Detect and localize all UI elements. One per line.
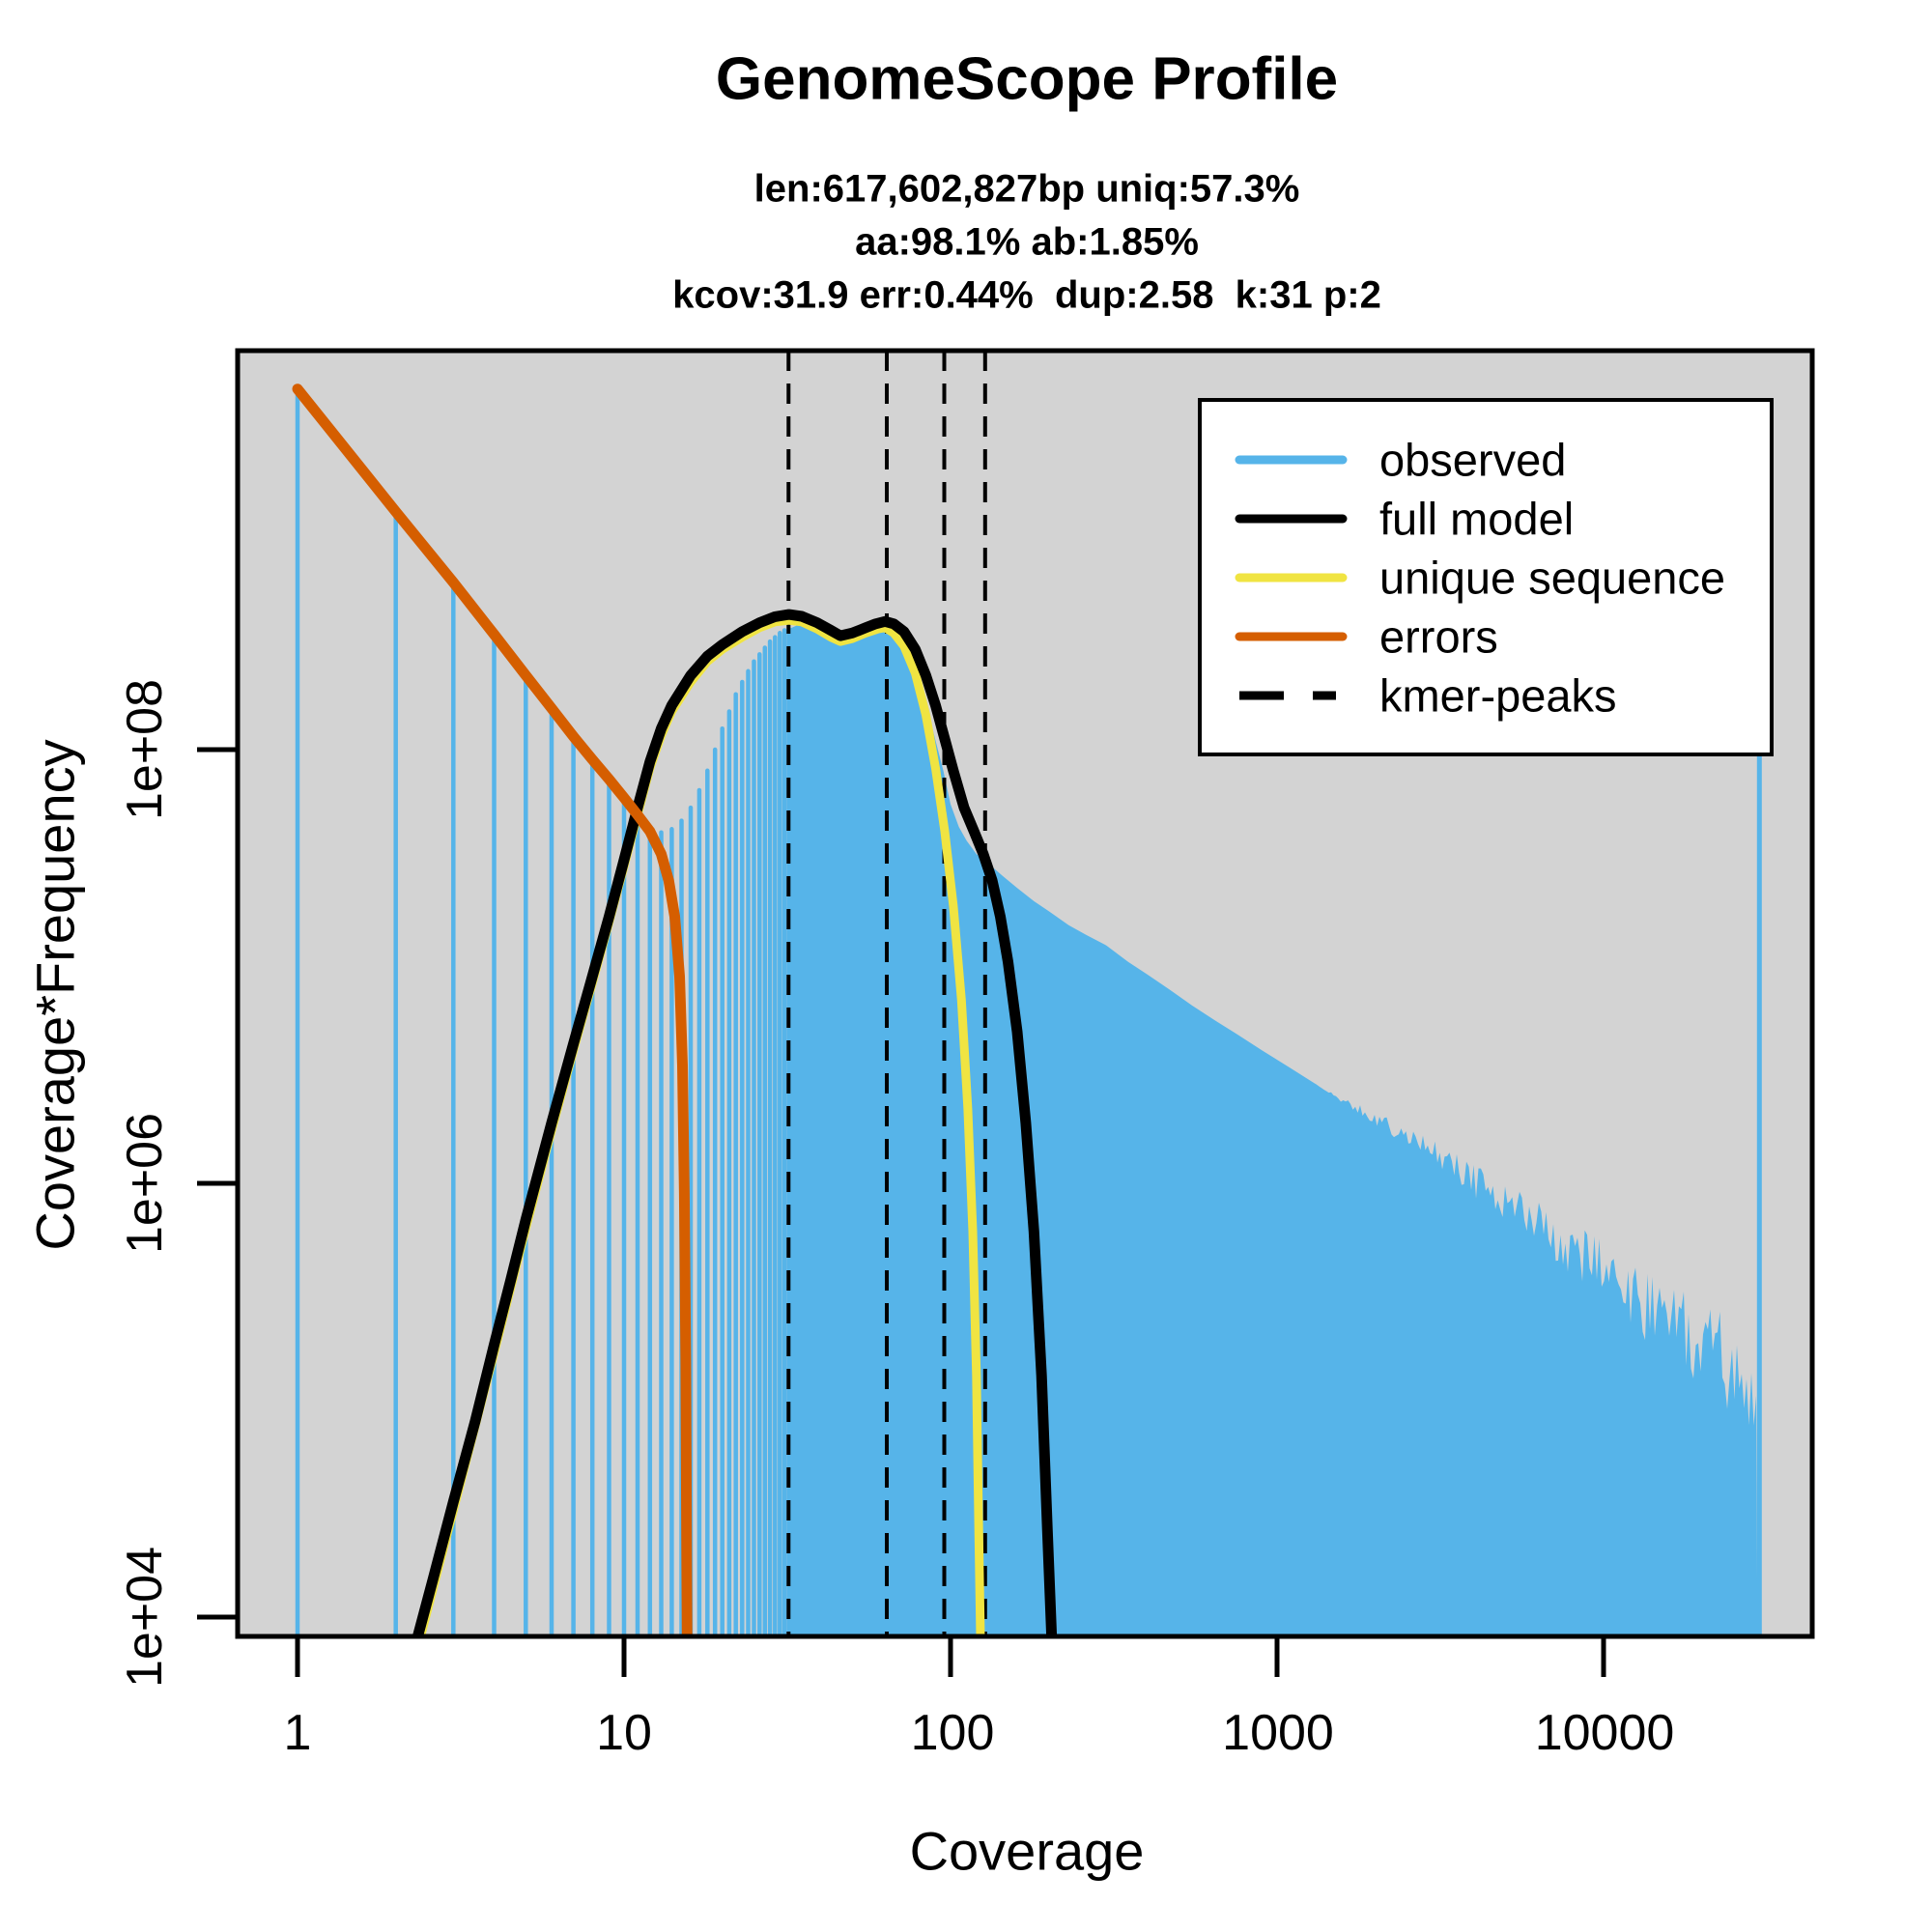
full-model-curve — [412, 609, 1058, 1636]
legend-label-kmer-peaks: kmer-peaks — [1379, 669, 1617, 722]
x-tick-label-10000: 10000 — [1534, 1705, 1675, 1761]
y-tick-label-1e08: 1e+08 — [117, 678, 173, 821]
x-axis-label: Coverage — [909, 1820, 1145, 1882]
legend-label-full-model: full model — [1379, 493, 1575, 545]
x-tick-label-1000: 1000 — [1222, 1705, 1334, 1761]
chart-title: GenomeScope Profile — [715, 45, 1339, 113]
y-tick-label-1e06: 1e+06 — [117, 1112, 173, 1255]
y-axis-label: Coverage*Frequency — [24, 739, 86, 1251]
axis-ticks — [197, 747, 1606, 1677]
y-tick-label-1e04: 1e+04 — [117, 1546, 173, 1689]
plot-data-layer — [292, 351, 1762, 1636]
chart-stats-line-1: len:617,602,827bp uniq:57.3% — [753, 167, 1300, 211]
kmer-peak-lines — [786, 351, 987, 1636]
errors-curve — [292, 384, 693, 1636]
x-tick-label-1: 1 — [283, 1705, 312, 1761]
plot-border — [235, 348, 1815, 1639]
legend-label-unique-sequence: unique sequence — [1379, 552, 1726, 604]
observed-bars — [295, 387, 791, 1636]
x-tick-label-10: 10 — [596, 1705, 652, 1761]
chart-stats-line-3: kcov:31.9 err:0.44% dup:2.58 k:31 p:2 — [672, 273, 1381, 317]
legend-label-errors: errors — [1379, 611, 1498, 663]
observed-area — [788, 623, 1758, 1636]
legend-label-observed: observed — [1379, 434, 1567, 486]
x-tick-label-100: 100 — [910, 1705, 995, 1761]
chart-stats-line-2: aa:98.1% ab:1.85% — [855, 220, 1199, 264]
